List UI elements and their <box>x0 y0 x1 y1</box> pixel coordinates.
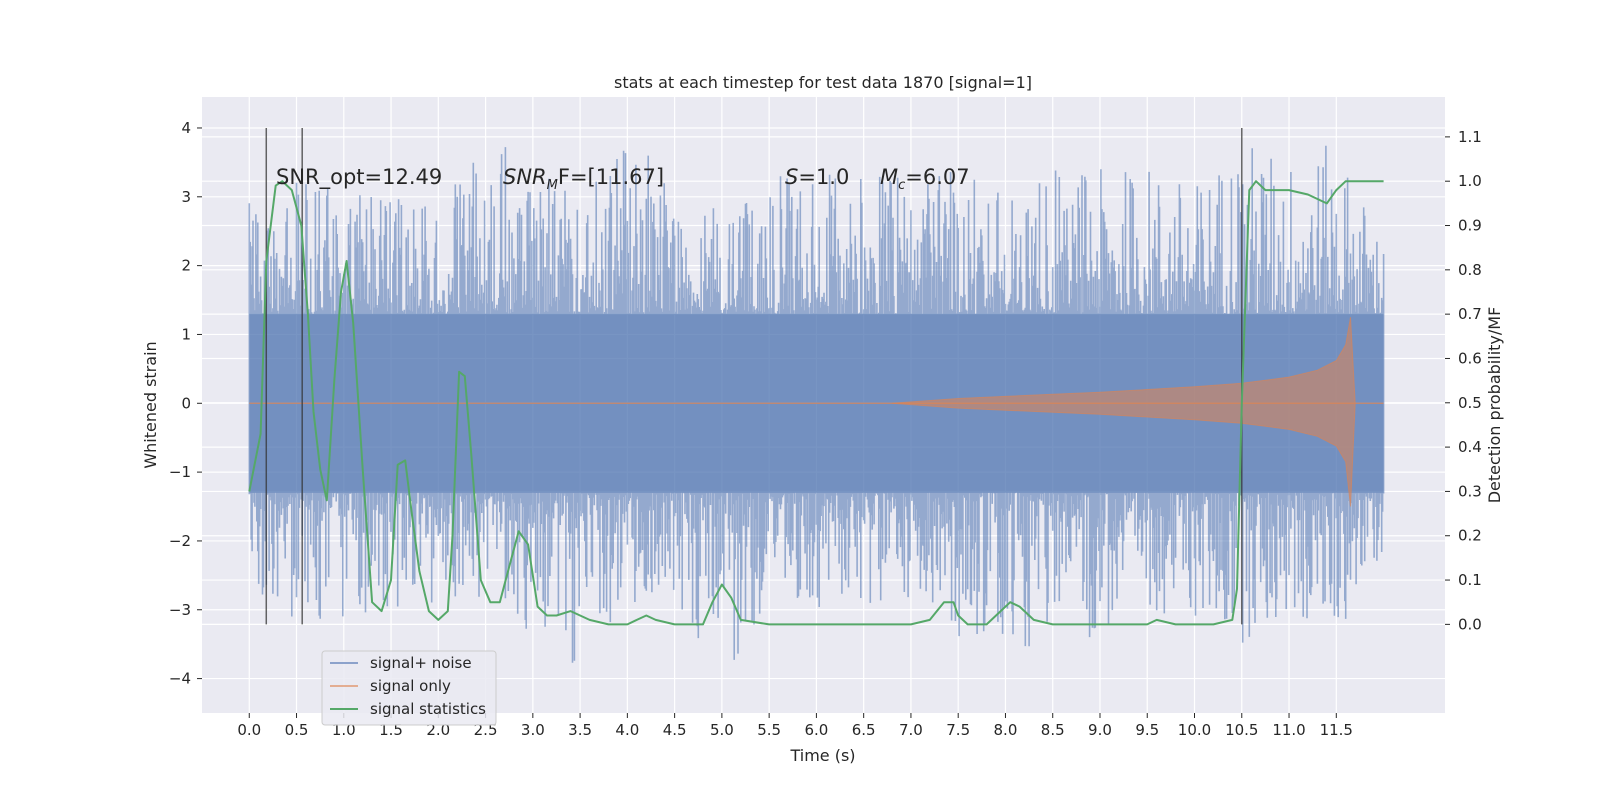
x-tick-label: 6.5 <box>852 721 876 739</box>
legend: signal+ noise signal only signal statist… <box>321 650 497 726</box>
x-tick-label: 4.0 <box>615 721 639 739</box>
legend-label-noise: signal+ noise <box>370 654 472 672</box>
annotation-s: S=1.0 <box>785 165 849 189</box>
right-y-tick-label: 0.5 <box>1458 394 1482 412</box>
legend-box <box>321 650 497 726</box>
right-y-tick-label: 0.2 <box>1458 527 1482 545</box>
signal-statistics-series <box>248 180 1384 626</box>
left-y-tick-label: 3 <box>181 188 191 206</box>
x-tick-label: 0.5 <box>285 721 309 739</box>
right-y-tick-label: 0.1 <box>1458 571 1482 589</box>
left-y-axis-ticks: 4 3 2 1 0 −1 −2 −3 −4 <box>169 119 202 688</box>
left-y-tick-label: −2 <box>169 532 191 550</box>
x-tick-label: 5.5 <box>757 721 781 739</box>
signal-envelope <box>891 317 1356 507</box>
x-tick-label: 8.0 <box>994 721 1018 739</box>
annotation-mc: Mc=6.07 <box>880 165 970 193</box>
x-tick-label: 10.5 <box>1225 721 1258 739</box>
statistics-line <box>248 180 1384 626</box>
right-y-tick-label: 1.1 <box>1458 128 1482 146</box>
x-tick-label: 3.5 <box>568 721 592 739</box>
right-y-tick-label: 0.8 <box>1458 261 1482 279</box>
right-y-tick-label: 0.7 <box>1458 305 1482 323</box>
right-y-tick-label: 1.0 <box>1458 172 1482 190</box>
x-tick-label: 7.0 <box>899 721 923 739</box>
x-tick-label: 3.0 <box>521 721 545 739</box>
left-y-tick-label: 1 <box>181 325 191 343</box>
right-y-axis-label: Detection probability/MF <box>1485 307 1504 504</box>
legend-label-signal: signal only <box>370 677 451 695</box>
x-tick-label: 4.5 <box>663 721 687 739</box>
x-tick-label: 11.0 <box>1272 721 1305 739</box>
x-tick-label: 7.5 <box>946 721 970 739</box>
x-tick-label: 9.0 <box>1088 721 1112 739</box>
left-y-tick-label: 4 <box>181 119 191 137</box>
x-axis-label: Time (s) <box>789 746 855 765</box>
x-tick-label: 5.0 <box>710 721 734 739</box>
x-tick-label: 10.0 <box>1178 721 1211 739</box>
right-y-axis-ticks: 1.1 1.0 0.9 0.8 0.7 0.6 0.5 0.4 0.3 0.2 0.1 0.0 <box>1445 128 1482 633</box>
left-y-tick-label: −4 <box>169 670 191 688</box>
right-y-tick-label: 0.4 <box>1458 438 1482 456</box>
annotation-snr-mf: SNRMF=[11.67] <box>503 165 664 193</box>
signal-only-series <box>249 317 1384 507</box>
left-y-tick-label: −3 <box>169 601 191 619</box>
chart-title: stats at each timestep for test data 187… <box>614 73 1032 92</box>
right-y-tick-label: 0.3 <box>1458 482 1482 500</box>
x-tick-label: 11.5 <box>1320 721 1353 739</box>
right-y-tick-label: 0.6 <box>1458 349 1482 367</box>
x-tick-label: 6.0 <box>804 721 828 739</box>
x-tick-label: 8.5 <box>1041 721 1065 739</box>
x-tick-label: 0.0 <box>237 721 261 739</box>
left-y-tick-label: 0 <box>181 394 191 412</box>
legend-label-stats: signal statistics <box>370 700 486 718</box>
left-y-tick-label: 2 <box>181 257 191 275</box>
annotation-snr-opt: SNR_opt=12.49 <box>276 165 442 190</box>
left-y-axis-label: Whitened strain <box>141 341 160 468</box>
right-y-tick-label: 0.9 <box>1458 217 1482 235</box>
x-tick-label: 9.5 <box>1135 721 1159 739</box>
right-y-tick-label: 0.0 <box>1458 615 1482 633</box>
left-y-tick-label: −1 <box>169 463 191 481</box>
